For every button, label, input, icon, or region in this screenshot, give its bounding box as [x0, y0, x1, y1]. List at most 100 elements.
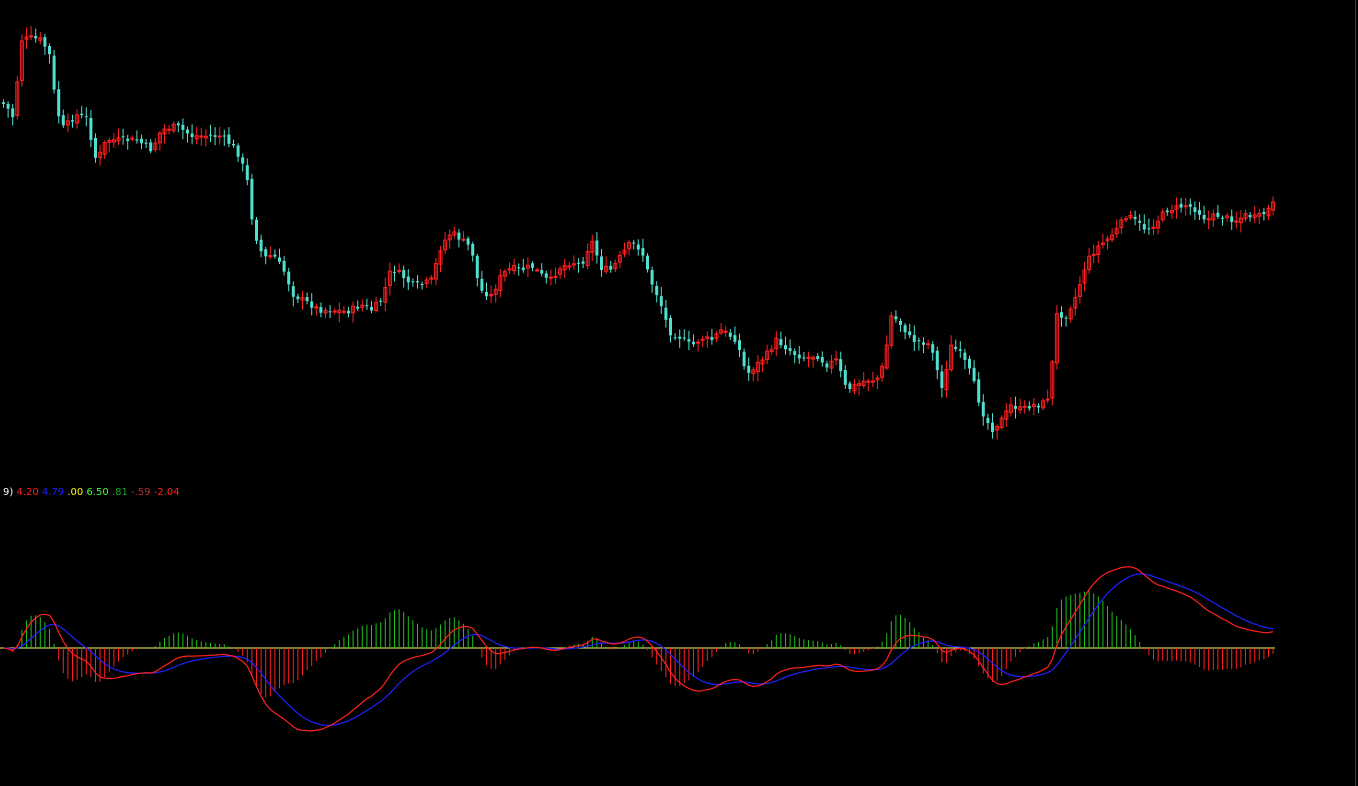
- candle[interactable]: [571, 255, 576, 270]
- candle[interactable]: [424, 276, 429, 289]
- candle[interactable]: [899, 318, 902, 332]
- candle[interactable]: [111, 133, 116, 148]
- candle[interactable]: [917, 337, 921, 351]
- candle[interactable]: [130, 135, 135, 142]
- candle[interactable]: [429, 274, 434, 285]
- candle[interactable]: [1243, 209, 1248, 222]
- candle[interactable]: [884, 335, 889, 371]
- candle[interactable]: [779, 331, 783, 349]
- candle[interactable]: [171, 121, 176, 134]
- candle[interactable]: [562, 258, 567, 279]
- candle[interactable]: [314, 303, 319, 316]
- candle[interactable]: [1060, 306, 1063, 327]
- candle[interactable]: [769, 345, 774, 355]
- candle[interactable]: [213, 127, 217, 146]
- candle[interactable]: [880, 362, 885, 383]
- candle[interactable]: [264, 246, 268, 265]
- candle[interactable]: [617, 251, 622, 269]
- candle[interactable]: [825, 360, 829, 373]
- candle[interactable]: [889, 311, 894, 349]
- candle[interactable]: [153, 137, 158, 153]
- candle[interactable]: [678, 329, 682, 349]
- candle[interactable]: [954, 339, 958, 352]
- candle[interactable]: [650, 266, 654, 293]
- candle[interactable]: [577, 258, 580, 273]
- candle[interactable]: [1252, 205, 1257, 224]
- candle[interactable]: [374, 296, 379, 313]
- candle[interactable]: [466, 236, 470, 251]
- candle[interactable]: [328, 305, 332, 319]
- candle[interactable]: [438, 245, 443, 273]
- candle[interactable]: [646, 253, 649, 273]
- candle[interactable]: [222, 129, 226, 146]
- candle[interactable]: [1091, 244, 1096, 264]
- candle[interactable]: [268, 246, 273, 260]
- candle[interactable]: [622, 242, 627, 258]
- candle[interactable]: [986, 413, 990, 430]
- candle[interactable]: [894, 310, 898, 323]
- candle[interactable]: [457, 229, 461, 248]
- candle[interactable]: [305, 292, 309, 305]
- candle[interactable]: [999, 415, 1004, 430]
- candle[interactable]: [296, 293, 300, 303]
- candle[interactable]: [370, 300, 373, 314]
- candle[interactable]: [65, 113, 70, 133]
- candle[interactable]: [1169, 204, 1174, 219]
- candle[interactable]: [1238, 210, 1243, 233]
- candle[interactable]: [755, 355, 760, 382]
- candle[interactable]: [140, 134, 143, 150]
- candle[interactable]: [664, 299, 668, 328]
- candle[interactable]: [393, 265, 396, 282]
- candle[interactable]: [52, 49, 56, 94]
- candle[interactable]: [553, 267, 558, 284]
- candle[interactable]: [1198, 201, 1201, 221]
- candle[interactable]: [991, 413, 994, 439]
- candle[interactable]: [600, 248, 603, 277]
- candle[interactable]: [1151, 219, 1156, 235]
- candle[interactable]: [926, 339, 931, 350]
- candle[interactable]: [287, 267, 291, 292]
- candle[interactable]: [181, 118, 185, 140]
- candle[interactable]: [1156, 215, 1161, 235]
- candle[interactable]: [241, 153, 245, 172]
- candle[interactable]: [912, 325, 916, 352]
- candle[interactable]: [190, 124, 194, 145]
- candle[interactable]: [535, 267, 540, 273]
- candle[interactable]: [1147, 218, 1151, 235]
- candle[interactable]: [816, 353, 820, 362]
- candle[interactable]: [245, 158, 249, 186]
- candle[interactable]: [839, 351, 843, 378]
- candle[interactable]: [774, 331, 779, 357]
- candle[interactable]: [940, 364, 944, 398]
- candle[interactable]: [733, 326, 737, 345]
- candle[interactable]: [387, 262, 392, 296]
- candle[interactable]: [1202, 205, 1206, 224]
- candle[interactable]: [548, 269, 553, 286]
- candle[interactable]: [852, 379, 857, 395]
- candle[interactable]: [613, 259, 618, 272]
- candle[interactable]: [61, 109, 65, 129]
- candle[interactable]: [38, 32, 43, 45]
- candle[interactable]: [34, 28, 38, 43]
- candle[interactable]: [379, 298, 383, 306]
- candle[interactable]: [1027, 401, 1031, 412]
- candle[interactable]: [282, 256, 286, 276]
- candle[interactable]: [1114, 219, 1119, 238]
- candle[interactable]: [157, 131, 162, 151]
- candle[interactable]: [585, 243, 590, 270]
- candle[interactable]: [507, 262, 512, 274]
- candle[interactable]: [278, 248, 281, 264]
- candle[interactable]: [1174, 197, 1179, 219]
- candle[interactable]: [1082, 261, 1087, 292]
- candle[interactable]: [944, 361, 949, 398]
- candle[interactable]: [116, 128, 121, 146]
- candle[interactable]: [6, 101, 10, 118]
- candle[interactable]: [609, 260, 613, 273]
- candle[interactable]: [958, 341, 962, 358]
- candle[interactable]: [144, 138, 148, 149]
- candle[interactable]: [604, 256, 609, 275]
- candle[interactable]: [1188, 198, 1192, 216]
- candle[interactable]: [489, 285, 494, 304]
